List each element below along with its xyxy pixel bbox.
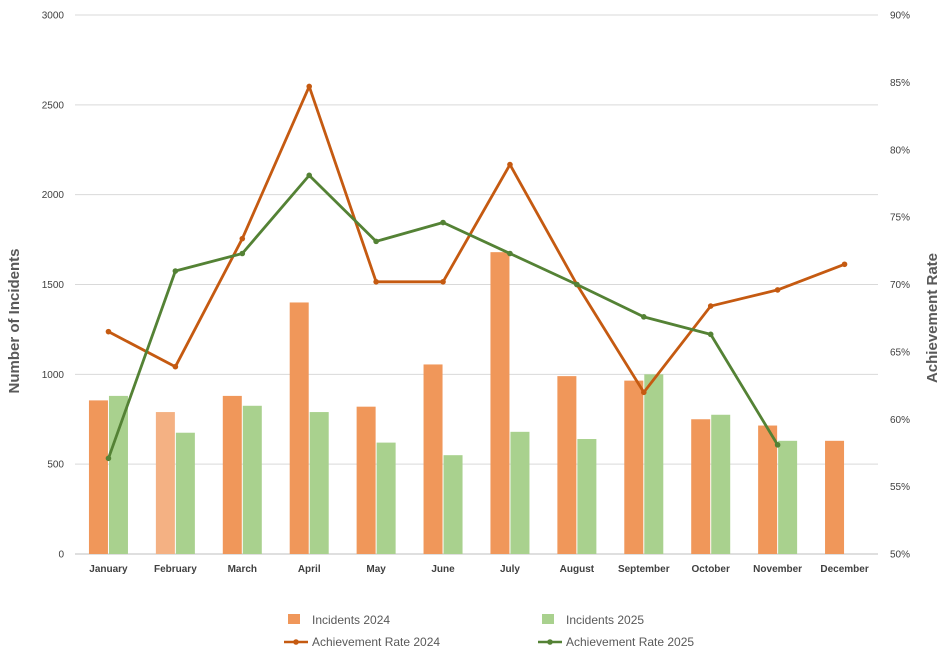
point-achievement-rate-2024-june: [440, 279, 446, 285]
point-achievement-rate-2025-june: [440, 219, 446, 226]
legend-label-incidents-2024: Incidents 2024: [312, 613, 390, 627]
point-achievement-rate-2025-february: [172, 268, 179, 274]
category-label-june: June: [431, 564, 455, 575]
category-label-may: May: [366, 564, 386, 575]
point-achievement-rate-2024-january: [105, 328, 112, 335]
bar-incidents-2025-august: [577, 439, 597, 554]
point-achievement-rate-2025-october: [707, 331, 714, 338]
category-label-april: April: [298, 564, 321, 575]
bar-incidents-2024-march: [222, 395, 242, 554]
legend-item-incidents-2025: Incidents 2025: [542, 613, 644, 627]
left-tick-label: 3000: [42, 11, 65, 22]
point-achievement-rate-2024-march: [239, 235, 246, 242]
category-label-february: February: [154, 564, 197, 575]
left-axis-title: Number of Incidents: [6, 248, 23, 393]
bar-incidents-2025-november: [778, 440, 798, 554]
right-axis-title: Achievement Rate: [924, 253, 941, 383]
legend-marker-achievement-rate-2024: [293, 639, 299, 645]
bar-incidents-2025-july: [510, 431, 530, 554]
bar-incidents-2025-march: [242, 405, 262, 554]
bar-incidents-2025-april: [309, 412, 329, 554]
bar-incidents-2024-january: [88, 400, 108, 554]
right-tick-label: 85%: [890, 78, 910, 89]
bar-incidents-2024-july: [490, 252, 510, 554]
category-label-october: October: [692, 564, 730, 575]
point-achievement-rate-2025-january: [105, 455, 112, 462]
bar-incidents-2025-january: [108, 395, 128, 554]
right-tick-label: 90%: [890, 11, 910, 22]
category-label-december: December: [820, 564, 868, 575]
right-tick-label: 50%: [890, 550, 910, 561]
left-tick-label: 1000: [42, 370, 65, 381]
category-label-january: January: [89, 564, 128, 575]
gridlines: [75, 14, 878, 555]
left-tick-label: 1500: [42, 280, 65, 291]
left-tick-label: 2000: [42, 190, 65, 201]
left-tick-label: 0: [58, 550, 64, 561]
right-tick-label: 75%: [890, 213, 910, 224]
bar-incidents-2025-february: [175, 432, 195, 554]
category-label-september: September: [618, 564, 670, 575]
point-achievement-rate-2024-december: [841, 261, 848, 268]
legend-item-achievement-rate-2024: Achievement Rate 2024: [284, 635, 440, 649]
bar-incidents-2025-june: [443, 455, 463, 554]
point-achievement-rate-2024-july: [507, 161, 513, 168]
point-achievement-rate-2025-september: [640, 314, 647, 320]
bar-incidents-2024-april: [289, 302, 309, 554]
category-label-november: November: [753, 564, 802, 575]
right-tick-label: 70%: [890, 280, 910, 291]
line-achievement-rate-2025: [107, 173, 779, 459]
legend-item-achievement-rate-2025: Achievement Rate 2025: [538, 635, 694, 649]
bar-incidents-2024-october: [691, 419, 711, 554]
right-tick-label: 60%: [890, 415, 910, 426]
category-label-july: July: [500, 564, 520, 575]
legend-label-incidents-2025: Incidents 2025: [566, 613, 644, 627]
point-achievement-rate-2025-august: [574, 281, 580, 288]
bar-incidents-2024-august: [557, 376, 577, 554]
right-tick-label: 65%: [890, 347, 910, 358]
point-achievement-rate-2024-april: [306, 83, 313, 90]
right-tick-label: 80%: [890, 145, 910, 156]
line-achievement-rate-2024: [107, 85, 846, 394]
bar-incidents-2025-september: [644, 374, 664, 554]
legend-swatch-incidents-2024: [288, 614, 300, 624]
bar-incidents-2024-december: [825, 440, 845, 554]
left-tick-label: 2500: [42, 100, 65, 111]
legend-swatch-incidents-2025: [542, 614, 554, 624]
bar-incidents-2025-october: [711, 414, 731, 554]
left-axis-ticks: 0 500 1000 1500 2000 2500 3000: [42, 11, 65, 561]
line-series: [105, 83, 848, 462]
point-achievement-rate-2024-may: [373, 279, 379, 285]
bar-incidents-2024-september: [624, 380, 644, 554]
category-label-august: August: [560, 564, 595, 575]
bar-incidents-2024-february: [155, 412, 175, 554]
right-axis-ticks: 50% 55% 60% 65% 70% 75% 80% 85% 90%: [890, 11, 910, 561]
legend-label-achievement-rate-2025: Achievement Rate 2025: [566, 635, 694, 649]
bar-incidents-2025-may: [376, 442, 396, 554]
point-achievement-rate-2025-november: [774, 442, 781, 448]
right-tick-label: 55%: [890, 482, 910, 493]
category-axis-labels: January February March April May June July Augu…: [89, 564, 869, 575]
category-label-march: March: [228, 564, 257, 575]
legend-label-achievement-rate-2024: Achievement Rate 2024: [312, 635, 440, 649]
bar-incidents-2024-may: [356, 406, 376, 554]
point-achievement-rate-2024-february: [172, 363, 179, 370]
point-achievement-rate-2025-april: [306, 172, 313, 179]
point-achievement-rate-2025-march: [239, 250, 246, 257]
point-achievement-rate-2024-october: [707, 303, 714, 309]
legend: Incidents 2024 Incidents 2025 Achievemen…: [284, 613, 694, 649]
point-achievement-rate-2024-september: [640, 389, 647, 396]
bar-incidents-2024-november: [758, 425, 778, 554]
point-achievement-rate-2025-july: [507, 250, 513, 257]
point-achievement-rate-2024-november: [774, 287, 781, 293]
point-achievement-rate-2025-may: [373, 238, 379, 245]
bar-series: [88, 252, 845, 554]
legend-marker-achievement-rate-2025: [547, 639, 553, 645]
bar-incidents-2024-june: [423, 364, 443, 554]
left-tick-label: 500: [47, 460, 64, 471]
legend-item-incidents-2024: Incidents 2024: [288, 613, 390, 627]
